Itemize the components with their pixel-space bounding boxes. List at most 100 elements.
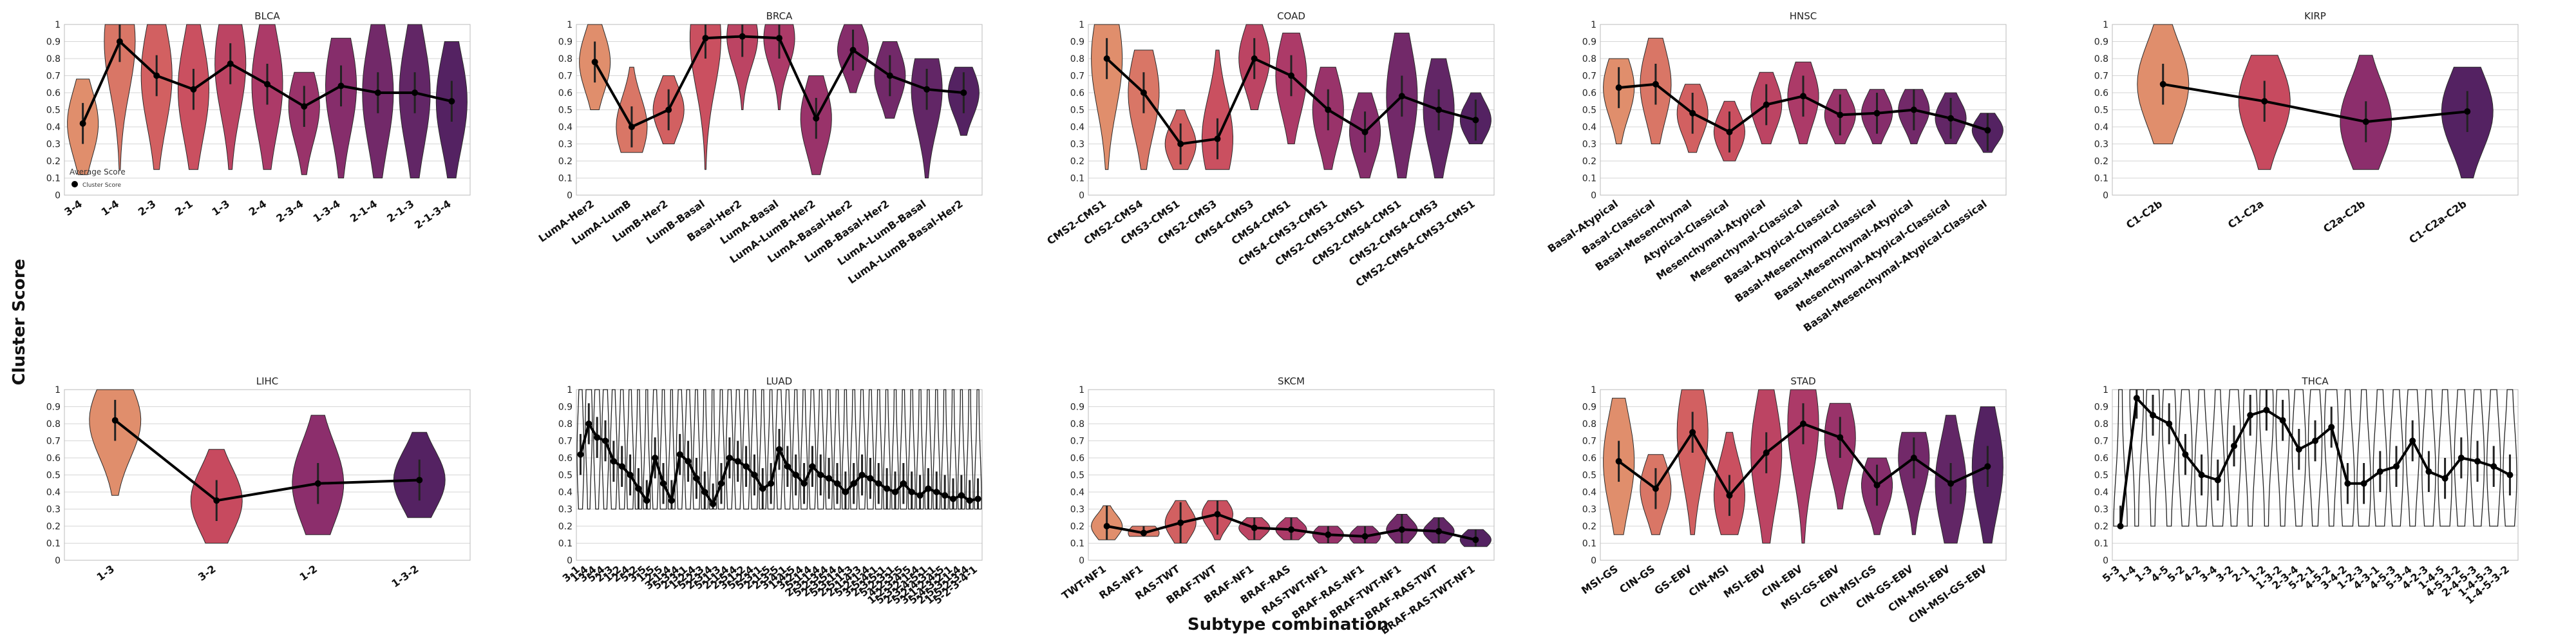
average-score-point (884, 485, 891, 492)
average-score-point (1251, 55, 1258, 62)
average-score-point (227, 60, 234, 67)
y-tick-label: 0.9 (1582, 402, 1596, 413)
average-score-point (1288, 526, 1294, 533)
violin (849, 389, 858, 510)
average-score-point (958, 492, 965, 499)
average-score-point (213, 497, 220, 504)
average-score-point (1984, 463, 1991, 470)
x-tick-label: C1-C2b (2124, 198, 2164, 231)
violin (866, 389, 875, 510)
y-tick-label: 0.6 (2094, 88, 2108, 99)
y-tick-label: 0.7 (558, 71, 573, 82)
average-score-point (892, 489, 898, 495)
violin (2421, 389, 2436, 527)
y-tick-label: 0.7 (46, 437, 61, 447)
average-score-point (1435, 527, 1443, 535)
average-score-point (412, 90, 419, 96)
panel-title: BLCA (254, 10, 280, 22)
violin (2503, 389, 2517, 527)
y-tick-label: 0.9 (558, 37, 573, 48)
violin (759, 389, 767, 510)
average-score-point (2263, 406, 2270, 413)
x-tick-label: 1-3-2 (389, 563, 421, 590)
average-score-point (1910, 106, 1917, 113)
average-score-point (1398, 526, 1405, 533)
average-score-point (2214, 477, 2221, 484)
x-tick-label: C1-C2a (2226, 198, 2266, 231)
plot-frame (1088, 24, 1495, 196)
violin (2454, 389, 2469, 527)
plot-frame (1600, 24, 2007, 196)
violin (841, 389, 849, 510)
y-tick-label: 0.2 (46, 522, 61, 532)
y-tick-label: 0.6 (46, 88, 61, 99)
average-score-point (577, 451, 584, 458)
legend-entry: Cluster Score (82, 182, 121, 189)
average-score-point (2362, 118, 2369, 126)
average-score-point (950, 495, 956, 502)
y-tick-label: 0 (2103, 191, 2108, 201)
y-tick-label: 0.2 (1070, 156, 1084, 167)
panel-stad: 0 0.1 0.2 0.3 0.4 0.5 0.6 0.7 0.8 0.9 1 STAD MSI-GSC… (1579, 375, 2007, 626)
violin (891, 389, 900, 510)
violin (734, 389, 742, 510)
average-score-point (314, 480, 321, 487)
average-score-point (685, 458, 692, 465)
average-score-point (2231, 442, 2237, 450)
y-tick-label: 0.8 (2094, 419, 2108, 430)
average-score-point (2150, 412, 2156, 419)
average-score-point (2344, 480, 2351, 487)
average-score-point (966, 497, 973, 504)
x-tick-label: 3-4 (62, 198, 84, 218)
violin (2210, 389, 2226, 527)
panel-thca: 00.10.20.30.40.50.60.70.80.91THCA5-31-41… (2094, 375, 2519, 607)
y-tick-label: 0.5 (558, 106, 573, 116)
y-tick-label: 0.3 (558, 505, 573, 515)
average-score-point (900, 480, 907, 487)
violin (907, 389, 916, 510)
average-score-point (1214, 135, 1221, 142)
violin (1787, 389, 1819, 544)
average-score-point (1689, 109, 1696, 117)
y-tick-label: 0.1 (558, 539, 573, 549)
average-score-point (2166, 421, 2173, 427)
y-tick-label: 1 (567, 20, 573, 30)
average-score-point (153, 72, 160, 79)
y-tick-label: 0.5 (46, 106, 61, 116)
violin (933, 389, 941, 510)
average-score-point (1763, 101, 1770, 108)
violin (626, 389, 634, 510)
y-tick-label: 0.6 (46, 453, 61, 464)
violin (883, 389, 891, 510)
average-score-point (1652, 485, 1659, 492)
y-tick-label: 0.1 (1070, 174, 1084, 184)
y-tick-label: 0.4 (1582, 122, 1596, 133)
average-score-point (826, 475, 833, 482)
average-score-point (79, 120, 86, 127)
x-tick-label: 1-3 (94, 563, 117, 583)
average-score-point (726, 455, 733, 461)
average-score-point (1800, 421, 1806, 427)
y-tick-label: 0.1 (2094, 174, 2108, 184)
y-tick-label: 0.3 (46, 505, 61, 515)
y-tick-label: 1 (567, 385, 573, 395)
panel-brca: 00.10.20.30.40.50.60.70.80.91BRCALumA-He… (536, 10, 983, 286)
x-tick-label: 1-3-4 (311, 198, 343, 225)
y-tick-label: 1 (2103, 20, 2108, 30)
y-tick-label: 0 (55, 556, 61, 566)
x-tick-label: MSI-GS (1579, 563, 1620, 597)
average-score-point (759, 485, 766, 492)
violin (800, 389, 808, 510)
average-score-point (1800, 93, 1806, 100)
y-tick-label: 0.6 (558, 88, 573, 99)
violin (965, 389, 974, 510)
y-tick-label: 0 (1591, 191, 1596, 201)
y-tick-label: 0.4 (1070, 488, 1084, 498)
average-score-point (1325, 106, 1332, 113)
figure-x-label: Subtype combination (1188, 615, 1388, 634)
average-score-point (923, 86, 931, 93)
average-score-point (734, 458, 741, 465)
average-score-point (701, 489, 708, 495)
violin (2178, 389, 2193, 527)
